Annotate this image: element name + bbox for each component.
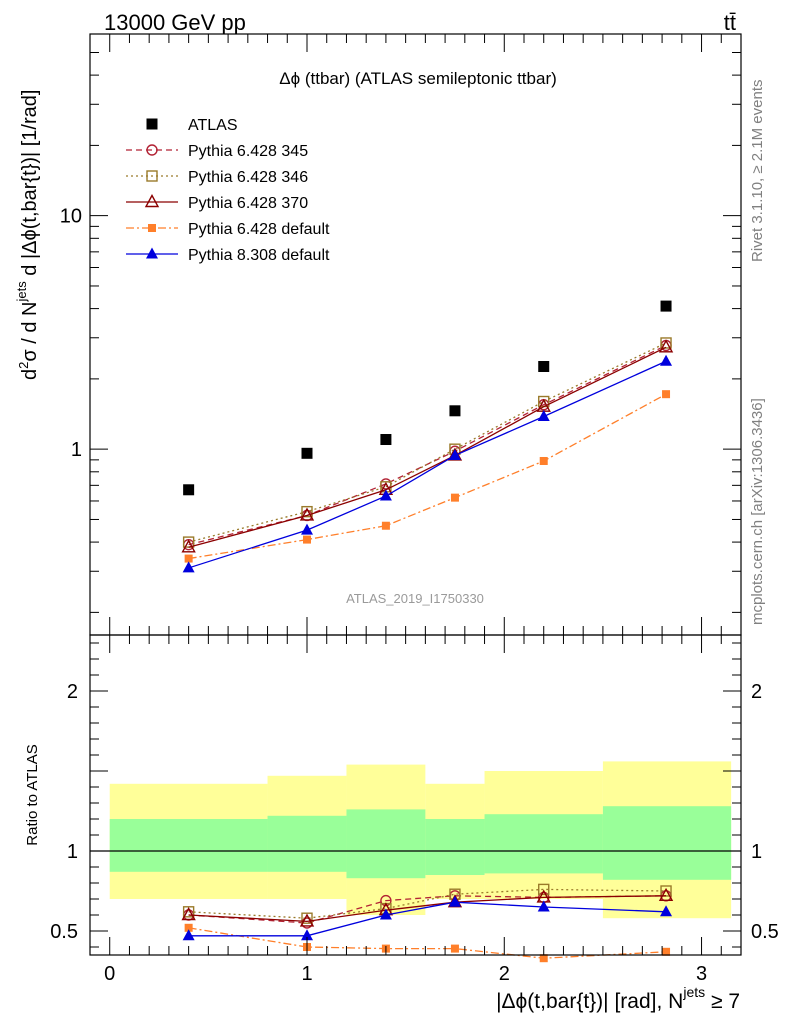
line-pythia-6-428-370 xyxy=(188,346,667,548)
ratio-point-pythia-8-308-default-2 xyxy=(379,908,392,920)
ratio-point-pythia-6-428-346-0 xyxy=(182,906,195,918)
point-pythia-6-428-370-0 xyxy=(181,539,196,553)
ratio-point-pythia-8-308-default-4 xyxy=(537,900,550,912)
ratio-point-pythia-6-428-default-3 xyxy=(450,944,459,953)
source-label: mcplots.cern.ch [arXiv:1306.3436] xyxy=(749,398,766,625)
ratio-xtick-label: 1 xyxy=(301,963,312,985)
legend-label-atlas: ATLAS xyxy=(188,117,238,134)
ratio-ylabel: Ratio to ATLAS xyxy=(24,744,41,845)
ratio-point-pythia-8-308-default-5 xyxy=(660,905,673,917)
point-atlas-2 xyxy=(380,434,392,446)
legend-label-pythia-6-428-default: Pythia 6.428 default xyxy=(188,221,330,238)
ratio-ytick-label: 0.5 xyxy=(50,921,78,943)
point-atlas-5 xyxy=(660,300,672,312)
legend-label-pythia-6-428-345: Pythia 6.428 345 xyxy=(188,143,308,160)
ratio-ytick-label: 2 xyxy=(67,681,78,703)
line-pythia-6-428-345 xyxy=(188,344,667,546)
point-pythia-6-428-default-0 xyxy=(184,554,193,563)
point-pythia-8-308-default-5 xyxy=(660,354,673,366)
point-pythia-8-308-default-2 xyxy=(379,489,392,501)
point-pythia-8-308-default-0 xyxy=(182,561,195,573)
ratio-point-pythia-6-428-370-5 xyxy=(658,887,674,901)
ratio-line-pythia-6-428-370 xyxy=(188,895,667,923)
ratio-point-pythia-6-428-default-5 xyxy=(662,947,671,956)
ratio-point-pythia-6-428-default-0 xyxy=(184,923,193,932)
point-pythia-6-428-default-2 xyxy=(381,521,390,530)
legend-marker-pythia-6-428-346 xyxy=(146,170,158,182)
ratio-xtick-label: 2 xyxy=(499,963,510,985)
legend-marker-pythia-6-428-345 xyxy=(146,144,158,156)
legend-label-pythia-8-308-default: Pythia 8.308 default xyxy=(188,247,330,264)
ratio-point-pythia-8-308-default-0 xyxy=(182,929,195,941)
legend-marker-pythia-8-308-default xyxy=(146,247,158,259)
ratio-point-pythia-6-428-370-0 xyxy=(181,907,196,921)
process-label: tt̄ xyxy=(724,10,736,35)
energy-label: 13000 GeV pp xyxy=(104,10,246,35)
point-pythia-6-428-default-5 xyxy=(662,390,671,399)
main-title: Δϕ (ttbar) (ATLAS semileptonic ttbar) xyxy=(279,69,557,88)
uncertainty-band-green-0 xyxy=(109,819,268,872)
legend-marker-pythia-6-428-default xyxy=(148,224,156,232)
point-pythia-6-428-default-4 xyxy=(539,456,548,465)
ratio-ytick-label-right: 2 xyxy=(751,681,762,703)
main-ytick-label: 1 xyxy=(71,439,82,461)
ratio-panel: 0.5 0.5 1 1 2 2 0 1 2 3 Ratio to ATLAS |Δϕ(t,bar{… xyxy=(24,634,779,1013)
legend: ATLAS Pythia 6.428 345 Pythia 6.428 346 Pyt… xyxy=(126,117,330,264)
point-pythia-6-428-370-5 xyxy=(658,339,674,353)
main-ytick-label: 10 xyxy=(60,206,82,228)
main-panel: 1 10 Δϕ (ttbar) (ATLAS semileptonic ttbar… xyxy=(14,33,742,636)
ratio-ytick-label: 1 xyxy=(67,841,78,863)
ratio-line-pythia-6-428-345 xyxy=(188,895,667,924)
ratio-point-pythia-6-428-346-4 xyxy=(538,883,550,896)
point-atlas-3 xyxy=(449,405,461,417)
ratio-point-pythia-6-428-370-1 xyxy=(299,913,315,927)
line-pythia-6-428-default xyxy=(188,393,667,560)
point-pythia-8-308-default-1 xyxy=(301,523,313,535)
uncertainty-band-green-1 xyxy=(267,815,347,872)
point-atlas-0 xyxy=(183,484,195,496)
ratio-ytick-label-right: 1 xyxy=(751,841,762,863)
line-pythia-8-308-default xyxy=(188,360,667,569)
point-pythia-6-428-default-3 xyxy=(450,493,459,502)
uncertainty-band-green-2 xyxy=(346,809,426,879)
ratio-line-pythia-6-428-default xyxy=(188,927,667,959)
legend-label-pythia-6-428-346: Pythia 6.428 346 xyxy=(188,169,308,186)
uncertainty-band-green-5 xyxy=(602,806,732,880)
ratio-line-pythia-8-308-default xyxy=(188,901,667,937)
point-pythia-6-428-default-1 xyxy=(303,535,311,544)
legend-marker-pythia-6-428-370 xyxy=(144,194,160,208)
point-atlas-1 xyxy=(301,447,313,459)
point-pythia-6-428-370-1 xyxy=(299,507,315,521)
uncertainty-band-green-3 xyxy=(425,819,485,875)
point-pythia-6-428-346-1 xyxy=(301,505,313,518)
ratio-point-pythia-8-308-default-1 xyxy=(301,929,313,941)
watermark: ATLAS_2019_I1750330 xyxy=(346,591,484,606)
ratio-point-pythia-6-428-default-4 xyxy=(539,954,548,963)
legend-marker-atlas xyxy=(146,118,158,130)
main-ylabel: d2σ / d Njets d |Δϕ(t,bar{t})| [1/rad] xyxy=(14,90,41,380)
point-atlas-4 xyxy=(538,360,550,372)
point-pythia-8-308-default-3 xyxy=(448,448,461,460)
ratio-ytick-label-right: 0.5 xyxy=(751,921,779,943)
point-pythia-8-308-default-4 xyxy=(537,410,550,422)
legend-label-pythia-6-428-370: Pythia 6.428 370 xyxy=(188,195,308,212)
ratio-point-pythia-6-428-346-1 xyxy=(301,912,313,924)
ratio-frame xyxy=(89,634,742,956)
ratio-point-pythia-8-308-default-3 xyxy=(448,895,461,907)
ratio-xtick-label: 0 xyxy=(104,963,115,985)
ratio-xtick-label: 3 xyxy=(696,963,707,985)
rivet-label: Rivet 3.1.10, ≥ 2.1M events xyxy=(749,80,766,263)
ratio-xlabel: |Δϕ(t,bar{t})| [rad], Njets ≥ 7 xyxy=(496,984,740,1013)
line-pythia-6-428-346 xyxy=(188,342,667,543)
uncertainty-band-green-4 xyxy=(484,814,603,874)
ratio-point-pythia-6-428-345-2 xyxy=(380,894,392,907)
